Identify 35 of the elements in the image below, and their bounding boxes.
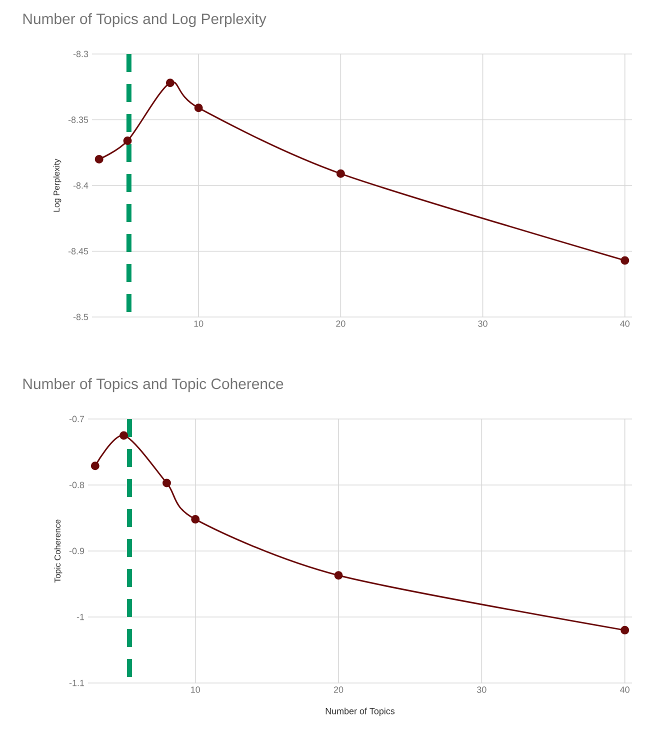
y-tick-label: -0.8 [69,482,84,488]
point [194,104,203,112]
x-tick-label: 30 [478,320,488,327]
x-tick-label: 10 [191,686,200,693]
x-tick-label: 10 [194,320,204,327]
y-tick-label: -8.4 [73,182,88,189]
x-tick-label: 30 [477,686,486,693]
point [336,169,345,178]
y-tick-label: -8.35 [68,116,88,123]
y-tick-label: -8.45 [68,248,88,254]
point [123,136,132,146]
x-tick-label: 20 [334,686,344,693]
x-tick-label: 40 [620,320,630,327]
y-tick-label: -1 [76,614,84,620]
x-axis-title: Number of Topics [326,708,395,716]
point [334,571,343,580]
x-tick-label: 20 [336,320,346,327]
y-tick-label: -8.5 [73,314,88,320]
chart-title: Number of Topics and Log Perplexity [23,13,266,28]
chart-title: Number of Topics and Topic Coherence [23,378,284,392]
point [162,478,171,488]
y-tick-label: -0.7 [69,416,84,422]
point [620,626,630,634]
y-axis-title: Log Perplexity [53,158,62,212]
point [94,154,104,164]
y-tick-label: -1.1 [69,680,84,686]
point [120,431,128,440]
y-axis-title: Topic Coherence [54,520,62,583]
y-tick-label: -8.3 [73,50,88,58]
x-tick-label: 40 [620,686,630,693]
point [90,462,100,470]
point [620,256,630,265]
point [191,515,200,524]
point [166,78,174,88]
y-tick-label: -0.9 [69,548,84,554]
